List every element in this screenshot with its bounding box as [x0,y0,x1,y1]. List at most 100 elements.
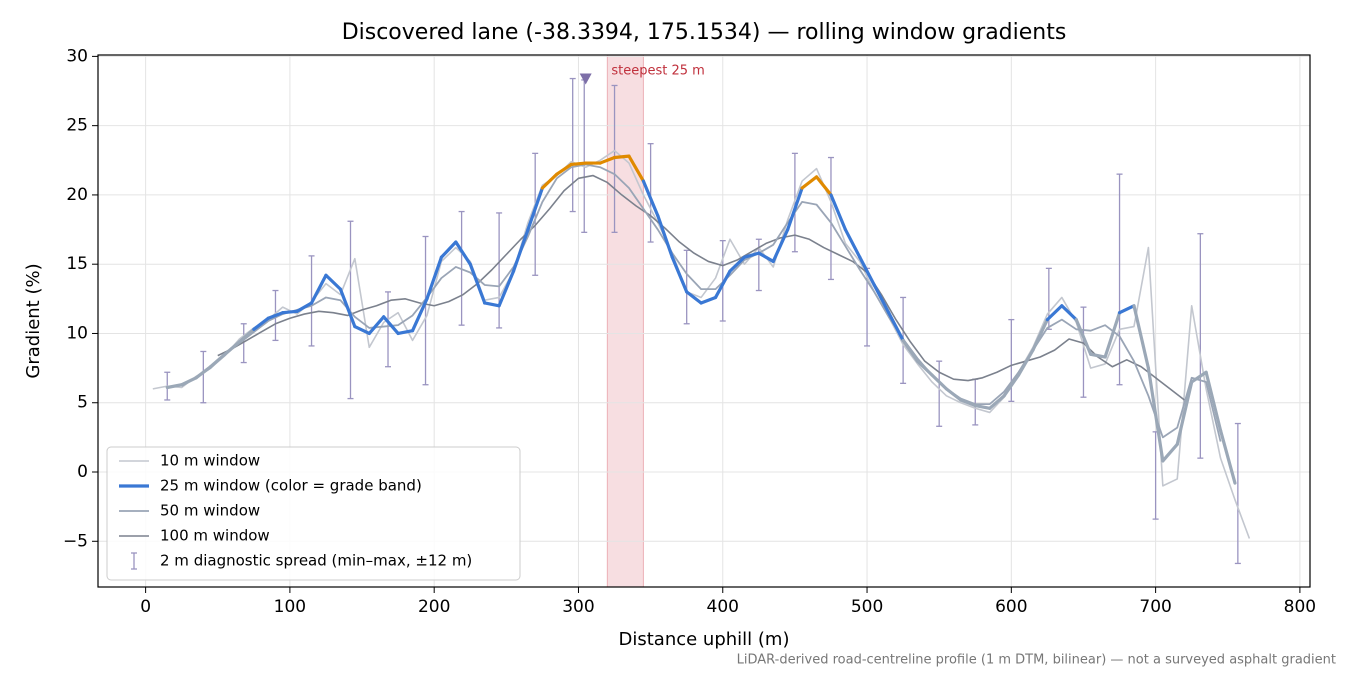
legend: 10 m window 25 m window (color = grade ba… [106,446,521,581]
line-segment [988,394,1006,410]
line-segment [454,240,472,266]
x-tick-label: 800 [1284,597,1316,617]
legend-label: 50 m window [160,502,260,520]
line-segment [887,311,905,342]
legend-swatch [131,552,137,570]
legend-label: 2 m diagnostic spread (min–max, ±12 m) [160,552,472,570]
x-tick-label: 700 [1139,597,1171,617]
line-segment [1175,380,1194,446]
line-segment [223,340,241,356]
x-tick-label: 200 [418,597,450,617]
line-segment [266,311,285,320]
line-segment [1218,428,1237,485]
error-bar [647,143,654,243]
line-segment [829,193,847,232]
chart-title: Discovered lane (-38.3394, 175.1534) — r… [342,20,1067,45]
line-segment [843,227,862,259]
line-segment [858,255,876,287]
line-segment [497,269,516,308]
error-bar [827,156,834,281]
line-segment [800,175,819,190]
line-segment [410,297,429,333]
y-tick-label: −5 [63,531,88,551]
line-segment [511,227,530,273]
y-tick-label: 15 [66,254,88,274]
error-bar [569,77,576,213]
line-segment [425,255,443,301]
line-segment [1190,370,1208,384]
line-segment [627,154,645,183]
error-bar [200,350,207,404]
line-segment [771,227,790,264]
line-segment [814,175,833,197]
line-segment [180,376,198,387]
line-segment [1045,304,1064,322]
line-segment [641,179,660,218]
error-bar [532,152,539,276]
line-segment [1132,304,1150,370]
line-segment [324,273,342,291]
line-segment [1161,442,1179,463]
line-segment [1016,348,1035,377]
line-segment [1103,311,1122,359]
y-tick-label: 20 [66,185,88,205]
highlight-label: steepest 25 m [611,64,704,79]
line-segment [742,251,761,259]
line-segment [338,287,357,329]
x-tick-label: 600 [995,597,1027,617]
error-bar [719,239,726,322]
line-segment [555,162,573,176]
y-tick-label: 0 [77,462,88,482]
y-tick-label: 10 [66,323,88,343]
error-bar [1080,306,1087,398]
line-segment [670,255,689,294]
line-segment [728,255,746,273]
line-segment [757,251,775,264]
x-axis-label: Distance uphill (m) [619,629,790,650]
legend-box [106,446,521,581]
error-bar [240,323,247,364]
line-segment [944,387,963,402]
line-segment [1146,366,1165,463]
line-segment [367,315,386,336]
legend-label: 100 m window [160,527,270,545]
error-bar [385,291,392,368]
error-bar [422,235,429,386]
line-segment [1204,370,1223,433]
line-segment [1002,373,1021,398]
line-segment [208,352,227,369]
y-axis-label: Gradient (%) [23,263,44,378]
line-segment [483,301,501,308]
line-segment [540,172,559,190]
legend-label: 25 m window (color = grade band) [160,477,422,495]
line-segment [165,383,184,390]
x-tick-label: 0 [140,597,151,617]
line-segment [685,290,703,305]
line-segment [915,359,934,377]
line-segment [959,398,977,408]
error-bar [1234,422,1241,565]
error-bar [496,212,503,329]
series-line [217,174,1185,401]
line-segment [194,365,213,380]
line-segment [598,155,617,165]
x-tick-label: 500 [851,597,883,617]
error-bar [972,378,979,426]
line-segment [468,262,487,305]
line-segment [612,154,631,160]
error-bar [581,79,588,233]
error-bar [683,249,690,325]
line-segment [526,186,544,232]
line-segment [295,301,314,313]
line-segment [252,316,270,331]
line-segment [1089,352,1107,359]
line-segment [901,338,920,363]
series-line [152,149,1251,539]
line-segment [569,161,588,167]
x-tick-label: 300 [562,597,594,617]
line-segment [281,309,299,315]
line-segment [872,283,891,315]
error-bar [1152,431,1159,520]
